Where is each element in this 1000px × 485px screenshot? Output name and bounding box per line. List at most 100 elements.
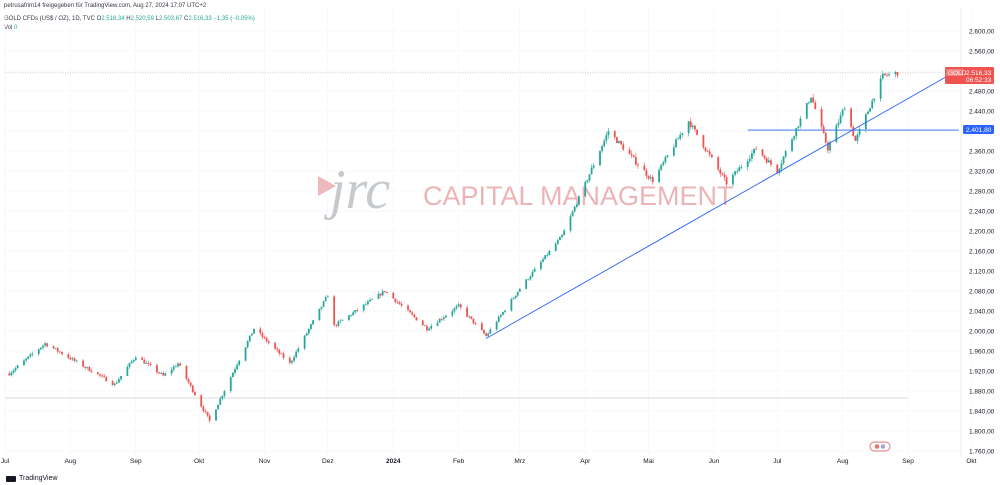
candle-body <box>837 122 840 126</box>
candle-body <box>472 318 475 324</box>
candle-body <box>886 74 888 76</box>
x-tick-label: Okt <box>194 458 204 465</box>
vol-label: Vol <box>4 25 13 31</box>
y-tick-label: 2.120,00 <box>969 268 995 275</box>
change-value: −1,35 (−0,05%) <box>213 16 255 22</box>
candle-body <box>27 356 30 359</box>
candle-body <box>442 317 445 320</box>
candle-body <box>782 156 785 164</box>
candle-body <box>717 157 720 170</box>
tradingview-logo-icon <box>6 475 16 482</box>
candle-body <box>253 328 255 334</box>
y-tick-label: 2.160,00 <box>969 248 995 255</box>
x-tick-label: Jul <box>1 458 10 465</box>
candle-body <box>675 139 677 148</box>
y-tick-label: 2.200,00 <box>969 228 995 235</box>
candle-body <box>770 160 772 165</box>
candle-body <box>381 291 384 296</box>
x-axis[interactable]: Jul Aug Sep Okt Nov Dez 2024 Feb Mrz Apr Mai Jun Jul… <box>1 458 977 465</box>
watermark: jrc CAPITAL MANAGEMENT <box>318 159 734 221</box>
y-tick-label: 2.560,00 <box>969 48 995 55</box>
candle-body <box>413 314 416 318</box>
candle-body <box>767 160 770 163</box>
candle-body <box>531 271 534 277</box>
candle-body <box>307 328 310 334</box>
candle-body <box>839 115 842 123</box>
open-label: O <box>96 16 102 22</box>
candle-body <box>634 157 637 165</box>
candle-body <box>748 158 751 162</box>
candle-body <box>525 279 528 289</box>
x-tick-label: Aug <box>837 458 849 465</box>
candle-body <box>643 165 646 171</box>
candle-body <box>681 133 684 135</box>
volume-legend[interactable]: Vol 0 <box>4 25 17 31</box>
level-tag: 2.401,80 <box>963 125 994 134</box>
y-tick-label: 2.080,00 <box>969 288 995 295</box>
price-tag-symbol: GOLD <box>948 70 967 77</box>
candle-body <box>466 307 468 317</box>
candle-body <box>160 373 163 374</box>
candle-body <box>318 308 321 321</box>
candle-body <box>710 154 713 158</box>
compare-icon[interactable] <box>869 441 891 452</box>
candle-body <box>326 296 329 298</box>
candle-body <box>229 377 232 392</box>
candle-body <box>194 391 196 396</box>
candle-body <box>721 173 724 175</box>
y-axis[interactable]: 2.600,002.560,002.520,002.480,002.440,00… <box>960 8 995 458</box>
candle-body <box>864 114 867 130</box>
candle-body <box>367 301 369 305</box>
y-tick-label: 2.480,00 <box>969 88 995 95</box>
symbol-legend[interactable]: GOLD CFDs (US$ / OZ), 1D, TVC O2.518,34 … <box>4 16 255 22</box>
candle-body <box>755 148 758 150</box>
candle-body <box>548 250 551 256</box>
footer[interactable]: TradingView <box>6 475 58 482</box>
low-value: 2.503,67 <box>159 16 183 22</box>
candle-body <box>672 147 675 156</box>
candle-body <box>829 142 831 151</box>
candle-body <box>822 126 825 133</box>
candle-body <box>113 383 116 386</box>
candle-body <box>421 320 424 326</box>
x-tick-label: Sep <box>902 458 914 465</box>
candle-body <box>618 141 620 143</box>
candle-body <box>497 316 500 323</box>
candle-body <box>75 360 78 362</box>
candle-body <box>835 125 838 143</box>
candle-body <box>219 398 222 405</box>
candle-body <box>324 297 327 302</box>
symbol-name: GOLD CFDs (US$ / OZ), 1D, TVC <box>4 16 95 22</box>
price-tag-countdown: 06:52:33 <box>966 77 992 84</box>
trendline-layer[interactable] <box>485 73 953 339</box>
candle-body <box>46 343 49 347</box>
candle-body <box>175 366 177 368</box>
candle-body <box>86 367 89 368</box>
candle-body <box>208 415 211 421</box>
candle-body <box>605 135 608 141</box>
candle-body <box>578 196 580 205</box>
candle-body <box>599 151 601 166</box>
high-value: 2.520,59 <box>130 16 154 22</box>
x-tick-label: 2024 <box>386 458 401 465</box>
grid-layer <box>4 8 972 455</box>
candle-body <box>130 361 133 364</box>
candle-body <box>339 320 342 322</box>
candle-body <box>37 349 40 354</box>
y-tick-label: 2.320,00 <box>969 168 995 175</box>
candle-body <box>282 353 285 358</box>
candle-body <box>858 129 861 135</box>
watermark-brand: jrc <box>324 159 390 221</box>
candle-body <box>601 146 604 152</box>
candle-body <box>704 147 707 151</box>
candle-body <box>436 322 439 326</box>
candle-body <box>377 293 380 299</box>
candle-body <box>261 333 264 337</box>
candle-body <box>288 357 291 363</box>
x-tick-label: Sep <box>130 458 142 465</box>
candle-body <box>810 97 812 103</box>
candle-body <box>559 237 561 241</box>
candle-body <box>10 372 13 376</box>
candle-body <box>147 363 150 364</box>
